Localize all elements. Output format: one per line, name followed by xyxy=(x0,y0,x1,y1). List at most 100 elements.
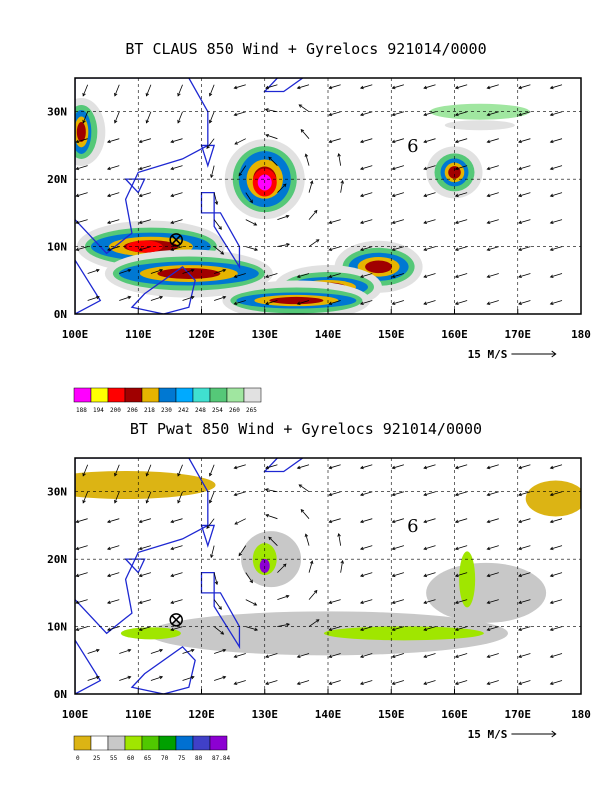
wind-arrow xyxy=(392,165,405,170)
wind-arrow-head xyxy=(391,274,396,279)
wind-arrow-head xyxy=(233,654,238,659)
wind-reference-label: 15 M/S xyxy=(468,348,508,361)
wind-arrow-head xyxy=(486,654,491,659)
field-layer xyxy=(75,78,581,314)
wind-arrow-head xyxy=(233,85,238,90)
wind-arrow-head xyxy=(391,465,396,470)
wind-arrow-head xyxy=(114,472,118,477)
wind-arrow-head xyxy=(127,648,132,653)
wind-arrow-head xyxy=(486,301,491,305)
wind-arrow xyxy=(150,296,163,301)
wind-arrow-head xyxy=(210,174,214,179)
wind-arrow-head xyxy=(82,92,86,97)
wind-arrow-head xyxy=(249,199,253,204)
wind-arrow-head xyxy=(264,108,269,112)
wind-arrow xyxy=(265,488,278,493)
wind-arrow-head xyxy=(328,627,333,632)
wind-arrow-head xyxy=(549,85,554,90)
wind-arrow xyxy=(360,491,373,496)
wind-arrow-head xyxy=(170,546,175,551)
wind-arrow xyxy=(455,518,468,523)
wind-arrow-head xyxy=(114,499,118,504)
wind-arrow-head xyxy=(265,301,269,305)
wind-arrow xyxy=(487,572,499,577)
wind-arrow-head xyxy=(138,220,143,225)
wind-arrow xyxy=(213,219,222,230)
wind-arrow-head xyxy=(391,600,396,605)
wind-arrow-head xyxy=(170,193,175,198)
wind-arrow xyxy=(487,246,499,251)
wind-arrow xyxy=(308,590,318,600)
wind-arrow-head xyxy=(106,166,111,171)
pwat-dry xyxy=(75,470,216,499)
wind-arrow xyxy=(360,599,373,604)
wind-arrow xyxy=(308,180,313,193)
wind-arrow-head xyxy=(518,166,522,171)
wind-arrow xyxy=(455,165,468,170)
top-map-title: BT CLAUS 850 Wind + Gyrelocs 921014/0000 xyxy=(125,40,487,58)
wind-arrow-head xyxy=(96,268,100,273)
legend-label: 0 xyxy=(76,755,80,762)
wind-arrow xyxy=(423,84,436,89)
wind-arrow xyxy=(107,599,120,604)
wind-vectors xyxy=(75,464,563,685)
wind-arrow xyxy=(139,246,152,251)
wind-arrow-head xyxy=(75,600,80,605)
wind-arrow-head xyxy=(549,519,554,524)
wind-arrow-head xyxy=(486,600,491,605)
wind-arrow xyxy=(297,300,310,305)
wind-arrow xyxy=(87,649,100,654)
wind-arrow xyxy=(206,518,215,529)
wind-arrow xyxy=(360,464,373,469)
wind-arrow xyxy=(297,653,310,658)
wind-arrow-head xyxy=(177,92,181,97)
wind-arrow-head xyxy=(218,606,222,610)
wind-arrow xyxy=(177,491,183,504)
wind-arrow xyxy=(392,545,405,550)
legend-label: 242 xyxy=(178,407,189,414)
wind-arrow-head xyxy=(214,581,219,586)
wind-arrow-head xyxy=(286,242,290,247)
legend-swatch xyxy=(90,735,109,751)
wind-arrow-head xyxy=(138,573,143,578)
wind-arrow xyxy=(277,183,287,193)
wind-arrow-head xyxy=(328,519,333,524)
wind-arrow-head xyxy=(170,627,175,632)
legend-label: 80 xyxy=(195,755,203,762)
wind-arrow xyxy=(518,680,531,685)
wind-arrow-head xyxy=(328,274,333,279)
wind-arrow xyxy=(455,273,468,278)
wind-arrow xyxy=(146,111,152,124)
wind-arrow-head xyxy=(518,573,522,578)
legend-swatch xyxy=(141,735,160,751)
storm-number-label: 6 xyxy=(407,516,418,537)
wind-arrow-head xyxy=(549,193,554,198)
pwat-max xyxy=(259,558,270,573)
wind-arrow xyxy=(170,219,183,224)
wind-arrow xyxy=(107,545,120,550)
wind-arrow-head xyxy=(359,193,364,198)
wind-arrow-head xyxy=(264,488,269,492)
wind-arrow-head xyxy=(359,519,364,524)
wind-arrow xyxy=(177,464,183,477)
wind-arrow xyxy=(170,165,183,170)
wind-arrow-head xyxy=(106,546,111,551)
wind-arrow xyxy=(392,518,405,523)
wind-arrow xyxy=(360,165,373,170)
legend-swatch xyxy=(209,387,228,403)
legend-swatch xyxy=(73,735,92,751)
wind-arrow-head xyxy=(138,546,143,551)
wind-arrow xyxy=(487,138,499,143)
wind-arrow xyxy=(245,192,253,203)
coastline xyxy=(130,265,196,314)
wind-arrow xyxy=(234,138,246,145)
wind-arrow xyxy=(423,626,436,631)
wind-arrow xyxy=(550,572,563,577)
wind-arrow xyxy=(265,300,278,305)
wind-arrow-head xyxy=(359,139,364,144)
wind-arrow-head xyxy=(454,247,459,252)
wind-arrow xyxy=(245,246,258,251)
wind-arrow-head xyxy=(328,301,333,305)
wind-arrow xyxy=(234,464,246,469)
wind-arrow-head xyxy=(549,274,554,279)
